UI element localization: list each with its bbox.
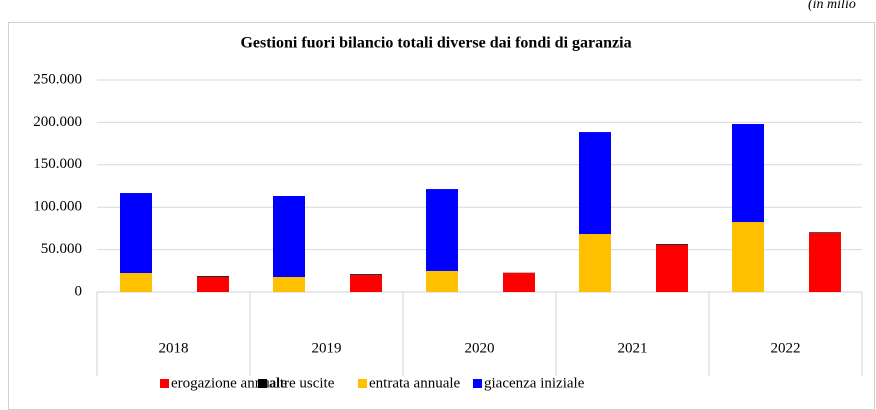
bar-segment (503, 273, 535, 292)
bar-segment (656, 244, 688, 246)
y-tick-label: 0 (75, 283, 83, 299)
bar-segment (809, 232, 841, 233)
y-tick-label: 200.000 (33, 114, 82, 130)
legend-label: altre uscite (269, 375, 335, 391)
x-tick-label: 2018 (159, 340, 189, 356)
bar-segment (350, 274, 382, 276)
bar-segment (426, 189, 458, 271)
bar-segment (732, 124, 764, 223)
bar-segment (579, 132, 611, 234)
legend-label: giacenza iniziale (484, 375, 585, 391)
bar-segment (732, 222, 764, 292)
x-tick-label: 2020 (465, 340, 495, 356)
legend-label: entrata annuale (369, 375, 461, 391)
bar-segment (426, 270, 458, 292)
bar-segment (350, 275, 382, 292)
y-tick-label: 150.000 (33, 156, 82, 172)
y-tick-label: 50.000 (41, 241, 82, 257)
bar-segment (273, 196, 305, 277)
bar-segment (656, 245, 688, 292)
bar-segment (273, 276, 305, 292)
bar-segment (120, 193, 152, 274)
y-tick-label: 250.000 (33, 71, 82, 87)
legend-swatch (258, 379, 267, 388)
bar-segment (197, 276, 229, 292)
bar-segment (120, 273, 152, 292)
bar-segment (579, 233, 611, 292)
legend-swatch (160, 379, 169, 388)
x-tick-label: 2022 (771, 340, 801, 356)
bar-segment (197, 276, 229, 277)
bar-segment (809, 232, 841, 292)
x-tick-label: 2019 (312, 340, 342, 356)
legend-swatch (358, 379, 367, 388)
legend-swatch (473, 379, 482, 388)
y-tick-label: 100.000 (33, 199, 82, 215)
x-tick-label: 2021 (618, 340, 648, 356)
unit-note: (in milio (808, 0, 856, 12)
chart-title: Gestioni fuori bilancio totali diverse d… (240, 35, 631, 52)
